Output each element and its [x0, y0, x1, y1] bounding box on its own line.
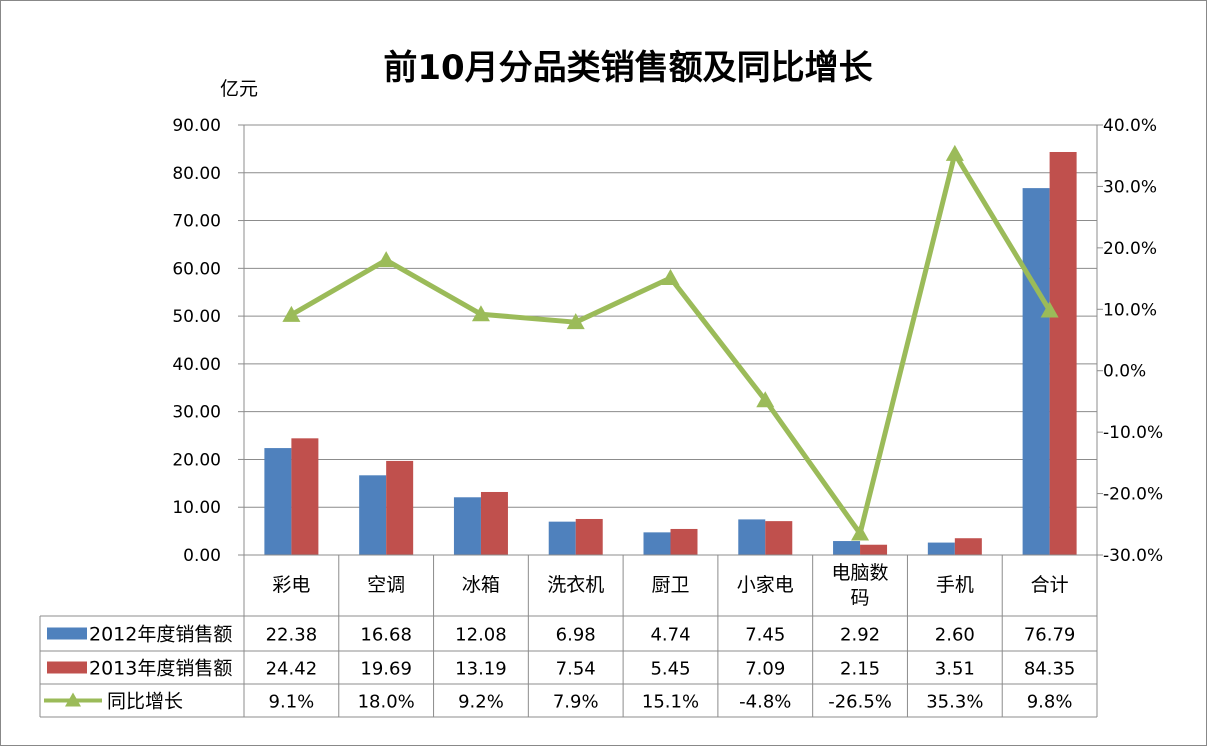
table-cell-2-2: 9.2%	[458, 692, 504, 713]
category-label-2: 冰箱	[462, 574, 500, 596]
y-tick-label: 20.00	[172, 450, 221, 470]
category-label-1: 空调	[367, 574, 405, 596]
table-cell-0-7: 2.60	[935, 625, 975, 646]
bar-2013-4	[670, 528, 698, 555]
category-label-8: 合计	[1031, 574, 1069, 596]
table-cell-0-8: 76.79	[1024, 625, 1076, 646]
y2-tick-label: -20.0%	[1103, 485, 1163, 505]
y2-tick-label: 30.0%	[1103, 177, 1157, 197]
bar-2013-8	[1049, 151, 1077, 555]
y-tick-label: 80.00	[172, 164, 221, 184]
table-cell-2-3: 7.9%	[553, 692, 599, 713]
table-cell-0-4: 4.74	[650, 625, 690, 646]
y2-tick-label: -10.0%	[1103, 423, 1163, 443]
table-cell-1-7: 3.51	[935, 659, 975, 680]
bar-2012-6	[833, 541, 861, 555]
data-table: 彩电 空调 冰箱 洗衣机 厨卫 小家电 电脑数码 手机 合计 2012年度销售额 22.38 16.6…	[39, 555, 1098, 718]
growth-point-5	[756, 391, 775, 408]
growth-point-1	[377, 251, 396, 268]
y2-tick-label: -30.0%	[1103, 546, 1163, 566]
table-cell-0-2: 12.08	[455, 625, 507, 646]
table-cell-2-0: 9.1%	[269, 692, 315, 713]
y-tick-label: 0.00	[183, 546, 221, 566]
legend-swatch-1	[47, 661, 87, 674]
right-y-ticks: -30.0% -20.0% -10.0% 0.0% 10.0% 20.0% 30.0% 40.…	[1103, 116, 1163, 566]
growth-point-3	[566, 313, 585, 330]
bar-2012-3	[548, 521, 576, 555]
bars	[264, 151, 1077, 555]
bar-2012-7	[927, 542, 955, 555]
table-cell-0-5: 7.45	[745, 625, 785, 646]
growth-point-0	[282, 305, 301, 322]
y-tick-label: 10.00	[172, 498, 221, 518]
bar-2012-8	[1022, 188, 1050, 555]
table-cell-1-8: 84.35	[1024, 659, 1076, 680]
category-label-6: 电脑数码	[832, 562, 889, 609]
growth-line	[282, 144, 1059, 541]
y2-tick-label: 20.0%	[1103, 239, 1157, 259]
y-tick-label: 40.00	[172, 355, 221, 375]
bar-2012-2	[453, 497, 481, 555]
bar-2012-5	[738, 519, 766, 555]
y-tick-label: 70.00	[172, 212, 221, 232]
bar-2013-2	[480, 491, 508, 555]
y-tick-label: 60.00	[172, 259, 221, 279]
growth-point-6	[851, 524, 870, 541]
bar-2013-7	[954, 538, 982, 555]
y2-tick-label: 40.0%	[1103, 116, 1157, 136]
growth-point-8	[1040, 301, 1059, 318]
axes	[238, 124, 1103, 556]
bar-2012-1	[359, 475, 387, 555]
table-cell-2-6: -26.5%	[828, 692, 892, 713]
bar-2013-5	[765, 521, 793, 555]
category-label-4: 厨卫	[651, 574, 689, 596]
bar-2012-0	[264, 448, 292, 555]
chart-title: 前10月分品类销售额及同比增长	[383, 48, 872, 88]
bar-2012-4	[643, 532, 671, 555]
bar-2013-3	[575, 518, 603, 555]
growth-point-7	[945, 144, 964, 161]
table-cell-1-1: 19.69	[360, 659, 412, 680]
table-cell-1-3: 7.54	[556, 659, 596, 680]
y-tick-label: 90.00	[172, 116, 221, 136]
legend-marker	[65, 692, 81, 707]
table-cell-1-0: 24.42	[266, 659, 318, 680]
category-label-0: 彩电	[272, 574, 310, 596]
table-cell-1-6: 2.15	[840, 659, 880, 680]
legend-label-1: 2013年度销售额	[89, 658, 232, 680]
left-y-ticks: 0.00 10.00 20.00 30.00 40.00 50.00 60.00 70.00 8…	[172, 116, 221, 566]
y-tick-label: 30.00	[172, 403, 221, 423]
legend-swatch-0	[47, 627, 87, 640]
category-label-3: 洗衣机	[547, 574, 604, 596]
table-cell-2-5: -4.8%	[739, 692, 791, 713]
table-cell-0-1: 16.68	[360, 625, 412, 646]
bar-2013-6	[860, 544, 888, 555]
y2-tick-label: 0.0%	[1103, 362, 1146, 382]
table-cell-1-5: 7.09	[745, 659, 785, 680]
table-cell-0-0: 22.38	[266, 625, 318, 646]
growth-point-2	[471, 305, 490, 322]
table-cell-1-4: 5.45	[650, 659, 690, 680]
category-label-7: 手机	[936, 574, 974, 596]
bar-2013-0	[291, 438, 319, 555]
table-cell-0-6: 2.92	[840, 625, 880, 646]
y2-tick-label: 10.0%	[1103, 300, 1157, 320]
table-cell-2-7: 35.3%	[926, 692, 983, 713]
y-axis-unit-label: 亿元	[220, 78, 258, 100]
table-cell-1-2: 13.19	[455, 659, 507, 680]
legend-label-0: 2012年度销售额	[89, 624, 232, 646]
legend-label-2: 同比增长	[107, 691, 183, 713]
table-cell-0-3: 6.98	[556, 625, 596, 646]
table-cell-2-1: 18.0%	[358, 692, 415, 713]
y-tick-label: 50.00	[172, 307, 221, 327]
table-cell-2-8: 9.8%	[1027, 692, 1073, 713]
category-label-5: 小家电	[737, 574, 794, 596]
growth-point-4	[661, 268, 680, 285]
bar-2013-1	[386, 460, 414, 555]
table-cell-2-4: 15.1%	[642, 692, 699, 713]
